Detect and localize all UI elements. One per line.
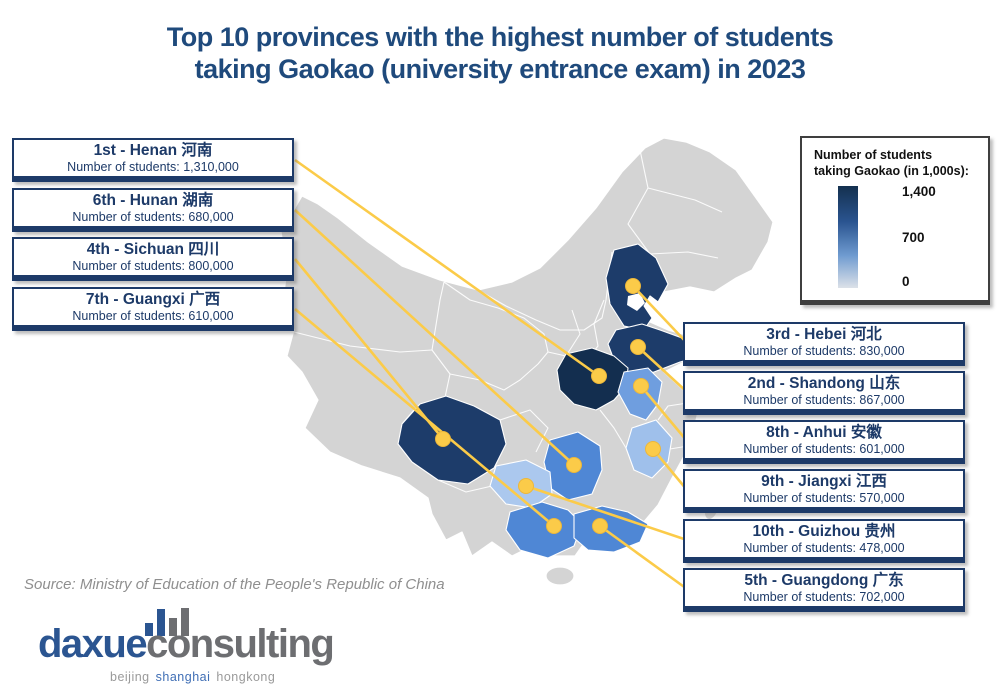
logo-wordmark: daxueconsulting	[38, 622, 335, 666]
callout-title: 2nd - Shandong 山东	[747, 375, 901, 392]
callout-shandong: 2nd - Shandong 山东 Number of students: 86…	[683, 371, 965, 415]
dot-jiangxi	[645, 441, 661, 457]
legend-title: Number of students taking Gaokao (in 1,0…	[814, 148, 969, 179]
source-note: Source: Ministry of Education of the Peo…	[24, 576, 445, 593]
connector-lines	[293, 158, 689, 591]
logo-consulting: consulting	[146, 622, 335, 666]
connector-sichuan	[293, 258, 445, 440]
dot-anhui	[633, 378, 649, 394]
logo-bar-chart-icon	[145, 608, 189, 636]
logo-bar-3	[169, 618, 177, 636]
connector-guizhou	[525, 484, 688, 542]
callout-hebei: 3rd - Hebei 河北 Number of students: 830,0…	[683, 322, 965, 366]
callout-title: 8th - Anhui 安徽	[766, 424, 882, 441]
callout-value: Number of students: 867,000	[743, 392, 905, 407]
logo-bar-1	[145, 623, 153, 636]
legend-gradient-bar	[838, 186, 858, 288]
callout-anhui: 8th - Anhui 安徽 Number of students: 601,0…	[683, 420, 965, 464]
page-title-line1: Top 10 provinces with the highest number…	[166, 22, 834, 52]
callout-value: Number of students: 1,310,000	[67, 159, 239, 174]
callout-guangxi: 7th - Guangxi 广西 Number of students: 610…	[12, 287, 294, 331]
callout-hunan: 6th - Hunan 湖南 Number of students: 680,0…	[12, 188, 294, 232]
dot-henan	[591, 368, 607, 384]
callout-value: Number of students: 478,000	[743, 540, 905, 555]
callout-value: Number of students: 610,000	[72, 308, 234, 323]
connector-anhui	[640, 385, 688, 442]
connector-guangdong	[599, 524, 688, 591]
dot-guizhou	[518, 478, 534, 494]
callout-value: Number of students: 830,000	[743, 343, 905, 358]
tagline-beijing: beijing	[110, 670, 150, 684]
callout-value: Number of students: 702,000	[743, 589, 905, 604]
callout-value: Number of students: 570,000	[743, 490, 905, 505]
callout-title: 1st - Henan 河南	[93, 142, 213, 159]
connector-shandong	[637, 346, 688, 393]
map-legend: Number of students taking Gaokao (in 1,0…	[800, 136, 990, 305]
logo-daxue: daxue	[38, 622, 148, 666]
legend-title-line2: taking Gaokao (in 1,000s):	[814, 163, 969, 178]
legend-tick-mid: 700	[902, 230, 925, 245]
dot-sichuan	[435, 431, 451, 447]
dot-hunan	[566, 457, 582, 473]
callout-title: 6th - Hunan 湖南	[92, 192, 214, 209]
callout-title: 4th - Sichuan 四川	[86, 241, 220, 258]
connector-henan	[294, 158, 600, 378]
callout-value: Number of students: 800,000	[72, 258, 234, 273]
legend-tick-max: 1,400	[902, 184, 936, 199]
callout-value: Number of students: 680,000	[72, 209, 234, 224]
logo-bar-4	[181, 608, 189, 636]
page-title: Top 10 provinces with the highest number…	[0, 22, 1000, 86]
daxue-consulting-logo: daxueconsulting beijing shanghai hongkong	[38, 606, 398, 686]
connector-hunan	[294, 209, 575, 466]
dot-shandong	[630, 339, 646, 355]
callout-title: 10th - Guizhou 贵州	[752, 523, 896, 540]
callout-title: 3rd - Hebei 河北	[766, 326, 882, 343]
tagline-shanghai: shanghai	[155, 670, 211, 684]
tagline-hongkong: hongkong	[216, 670, 276, 684]
province-guangdong	[573, 505, 649, 553]
legend-title-line1: Number of students	[814, 148, 933, 162]
connector-hebei	[632, 285, 688, 344]
legend-tick-min: 0	[902, 274, 910, 289]
province-anhui	[617, 367, 663, 421]
callout-title: 7th - Guangxi 广西	[85, 291, 221, 308]
province-guangxi	[505, 501, 583, 559]
callout-value: Number of students: 601,000	[743, 441, 905, 456]
hainan-island	[545, 566, 575, 586]
callout-guizhou: 10th - Guizhou 贵州 Number of students: 47…	[683, 519, 965, 563]
dot-guangdong	[592, 518, 608, 534]
connector-guangxi	[294, 308, 555, 527]
connector-jiangxi	[651, 448, 689, 491]
callout-guangdong: 5th - Guangdong 广东 Number of students: 7…	[683, 568, 965, 612]
callout-jiangxi: 9th - Jiangxi 江西 Number of students: 570…	[683, 469, 965, 513]
logo-tagline: beijing shanghai hongkong	[110, 670, 281, 684]
page-title-line2: taking Gaokao (university entrance exam)…	[194, 53, 806, 84]
callout-title: 5th - Guangdong 广东	[744, 572, 904, 589]
dot-hebei	[625, 278, 641, 294]
beijing-enclave	[627, 293, 645, 311]
callout-title: 9th - Jiangxi 江西	[761, 473, 887, 490]
logo-bar-2	[157, 609, 165, 636]
dot-guangxi	[546, 518, 562, 534]
province-dots	[435, 278, 661, 534]
callout-sichuan: 4th - Sichuan 四川 Number of students: 800…	[12, 237, 294, 281]
callout-henan: 1st - Henan 河南 Number of students: 1,310…	[12, 138, 294, 182]
